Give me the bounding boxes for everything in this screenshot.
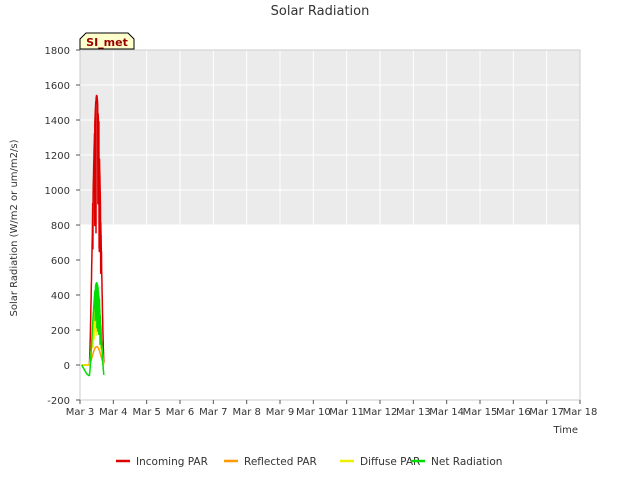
x-tick-label: Mar 9 xyxy=(266,407,294,418)
series-layer xyxy=(81,94,105,377)
station-label-shape xyxy=(79,32,135,50)
station-label-box: SI_met xyxy=(79,32,135,50)
legend: Incoming PAR Reflected PAR Diffuse PAR Net … xyxy=(116,456,502,468)
x-axis-ticks: Mar 3 Mar 4 Mar 5 Mar 6 Mar 7 Mar 8 Mar 9 Mar 1… xyxy=(66,400,598,418)
y-tick-label: 600 xyxy=(51,256,70,267)
legend-label: Diffuse PAR xyxy=(360,456,420,468)
y-tick-label: 0 xyxy=(64,361,70,372)
legend-label: Reflected PAR xyxy=(244,456,317,468)
x-tick-label: Mar 6 xyxy=(166,407,194,418)
x-axis-label: Time xyxy=(553,425,578,436)
legend-item: Diffuse PAR xyxy=(340,456,420,468)
y-tick-label: 400 xyxy=(51,291,70,302)
y-axis-ticks: -200 0 200 400 600 800 1000 1200 1400 1600 1800 xyxy=(45,46,80,407)
station-label: SI_met xyxy=(86,36,128,49)
y-tick-label: 1000 xyxy=(45,186,70,197)
x-tick-label: Mar 15 xyxy=(463,407,498,418)
y-axis-label: Solar Radiation (W/m2 or um/m2/s) xyxy=(9,139,20,316)
series-net-radiation xyxy=(81,282,105,377)
x-tick-label: Mar 8 xyxy=(232,407,260,418)
legend-item: Reflected PAR xyxy=(224,456,317,468)
chart-title: Solar Radiation xyxy=(271,4,370,19)
legend-label: Net Radiation xyxy=(431,456,502,468)
y-tick-label: 1200 xyxy=(45,151,70,162)
x-tick-label: Mar 11 xyxy=(329,407,364,418)
x-tick-label: Mar 14 xyxy=(429,407,464,418)
y-tick-label: 1600 xyxy=(45,81,70,92)
series-incoming-par xyxy=(81,94,105,366)
y-tick-label: 1800 xyxy=(45,46,70,57)
y-tick-label: 200 xyxy=(51,326,70,337)
x-tick-label: Mar 16 xyxy=(496,407,531,418)
y-tick-label: 800 xyxy=(51,221,70,232)
x-tick-label: Mar 7 xyxy=(199,407,227,418)
legend-item: Net Radiation xyxy=(411,456,502,468)
x-tick-label: Mar 17 xyxy=(529,407,564,418)
x-tick-label: Mar 13 xyxy=(396,407,431,418)
legend-label: Incoming PAR xyxy=(136,456,208,468)
x-tick-label: Mar 18 xyxy=(563,407,598,418)
y-tick-label: 1400 xyxy=(45,116,70,127)
x-tick-label: Mar 5 xyxy=(132,407,160,418)
x-tick-label: Mar 3 xyxy=(66,407,94,418)
shaded-band xyxy=(80,50,580,225)
y-tick-label: -200 xyxy=(47,396,70,407)
x-tick-label: Mar 4 xyxy=(99,407,127,418)
x-tick-label: Mar 10 xyxy=(296,407,331,418)
x-tick-label: Mar 12 xyxy=(363,407,398,418)
legend-item: Incoming PAR xyxy=(116,456,208,468)
